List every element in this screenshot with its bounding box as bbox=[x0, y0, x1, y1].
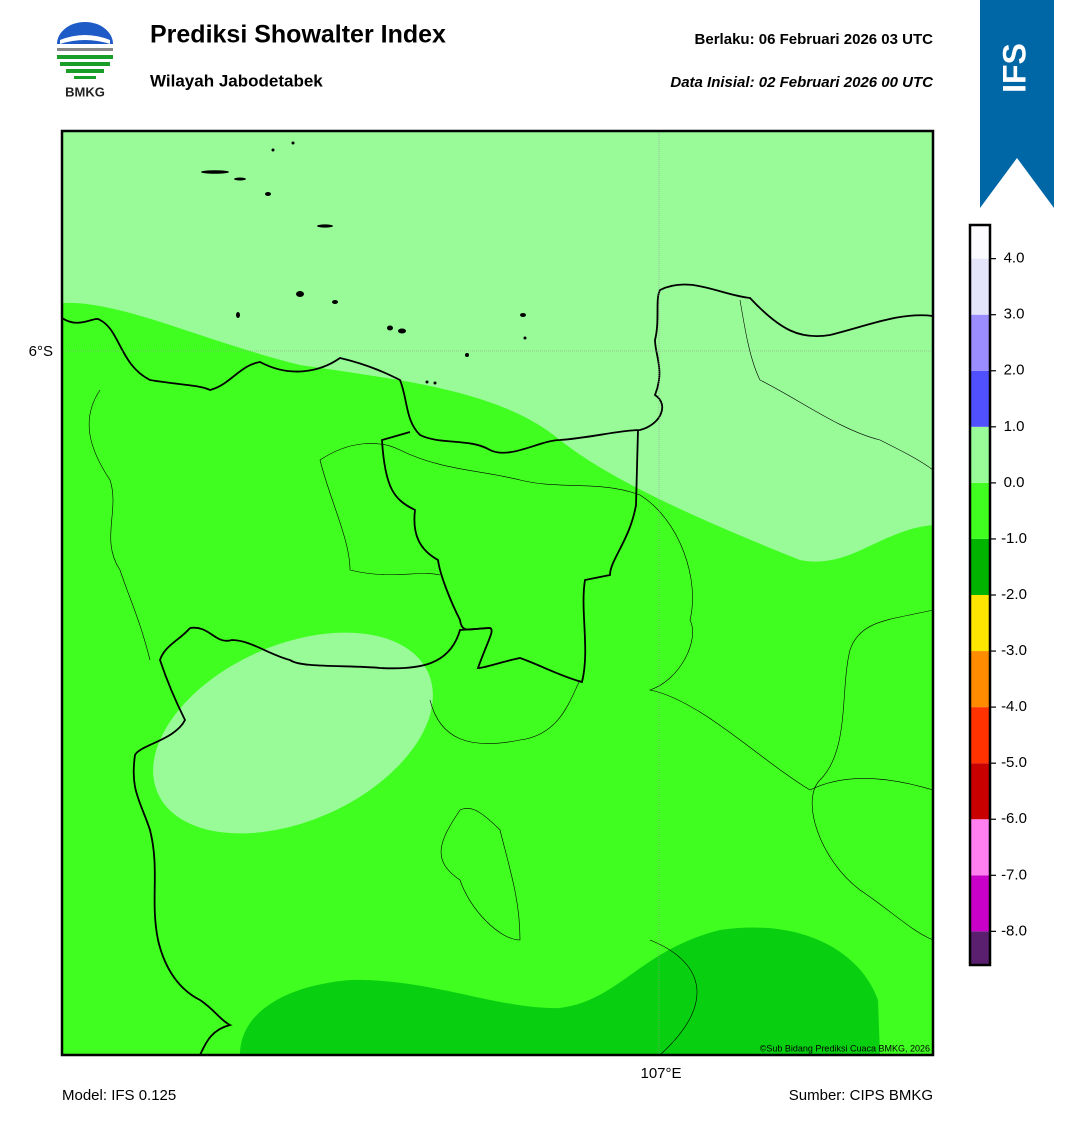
colorbar-bin bbox=[970, 482, 990, 539]
colorbar-bin bbox=[970, 707, 990, 764]
colorbar-bin bbox=[970, 370, 990, 427]
colorbar-bin bbox=[970, 875, 990, 932]
colorbar-bin bbox=[970, 651, 990, 708]
colorbar-tick-label: 2.0 bbox=[1004, 362, 1025, 379]
colorbar-tick-label: 1.0 bbox=[1004, 418, 1025, 435]
colorbar-bin bbox=[970, 819, 990, 876]
colorbar-tick-label: -2.0 bbox=[1001, 586, 1027, 603]
subtitle: Wilayah Jabodetabek bbox=[150, 71, 323, 90]
banner bbox=[980, 0, 1054, 208]
model: Model: IFS 0.125 bbox=[62, 1087, 176, 1104]
colorbar-tick-label: -8.0 bbox=[1001, 922, 1027, 939]
colorbar-bin bbox=[970, 258, 990, 315]
logo: BMKG bbox=[57, 22, 113, 99]
banner-text: IFS bbox=[996, 43, 1032, 93]
colorbar-bin bbox=[970, 314, 990, 371]
colorbar-bin bbox=[970, 931, 990, 965]
source: Sumber: CIPS BMKG bbox=[789, 1087, 933, 1104]
map: ©Sub Bidang Prediksi Cuaca BMKG, 2026 bbox=[62, 131, 933, 1055]
map-frame bbox=[60, 129, 935, 1057]
colorbar-bin bbox=[970, 426, 990, 483]
init-time: Data Inisial: 02 Februari 2026 00 UTC bbox=[670, 74, 934, 91]
colorbar-bin bbox=[970, 538, 990, 595]
colorbar-tick-label: -5.0 bbox=[1001, 754, 1027, 771]
copyright: ©Sub Bidang Prediksi Cuaca BMKG, 2026 bbox=[760, 1043, 930, 1053]
colorbar: 4.0 3.0 2.0 1.0 0.0 -1.0 -2.0 -3.0 -4.0 -5.0 -6.0 -… bbox=[968, 223, 1027, 967]
colorbar-tick-label: -1.0 bbox=[1001, 530, 1027, 547]
colorbar-bin bbox=[970, 225, 990, 259]
colorbar-tick-label: 3.0 bbox=[1004, 306, 1025, 323]
colorbar-tick-label: 4.0 bbox=[1004, 250, 1025, 267]
colorbar-tick-label: -7.0 bbox=[1001, 866, 1027, 883]
colorbar-tick-label: -6.0 bbox=[1001, 810, 1027, 827]
colorbar-tick-label: -3.0 bbox=[1001, 642, 1027, 659]
lon-label: 107°E bbox=[640, 1065, 681, 1082]
colorbar-tick-label: -4.0 bbox=[1001, 698, 1027, 715]
lat-label: 6°S bbox=[29, 343, 53, 360]
title: Prediksi Showalter Index bbox=[150, 21, 446, 49]
logo-text: BMKG bbox=[65, 84, 105, 99]
colorbar-bin bbox=[970, 595, 990, 652]
valid-time: Berlaku: 06 Februari 2026 03 UTC bbox=[695, 31, 934, 48]
colorbar-tick-label: 0.0 bbox=[1004, 474, 1025, 491]
colorbar-bin bbox=[970, 763, 990, 820]
